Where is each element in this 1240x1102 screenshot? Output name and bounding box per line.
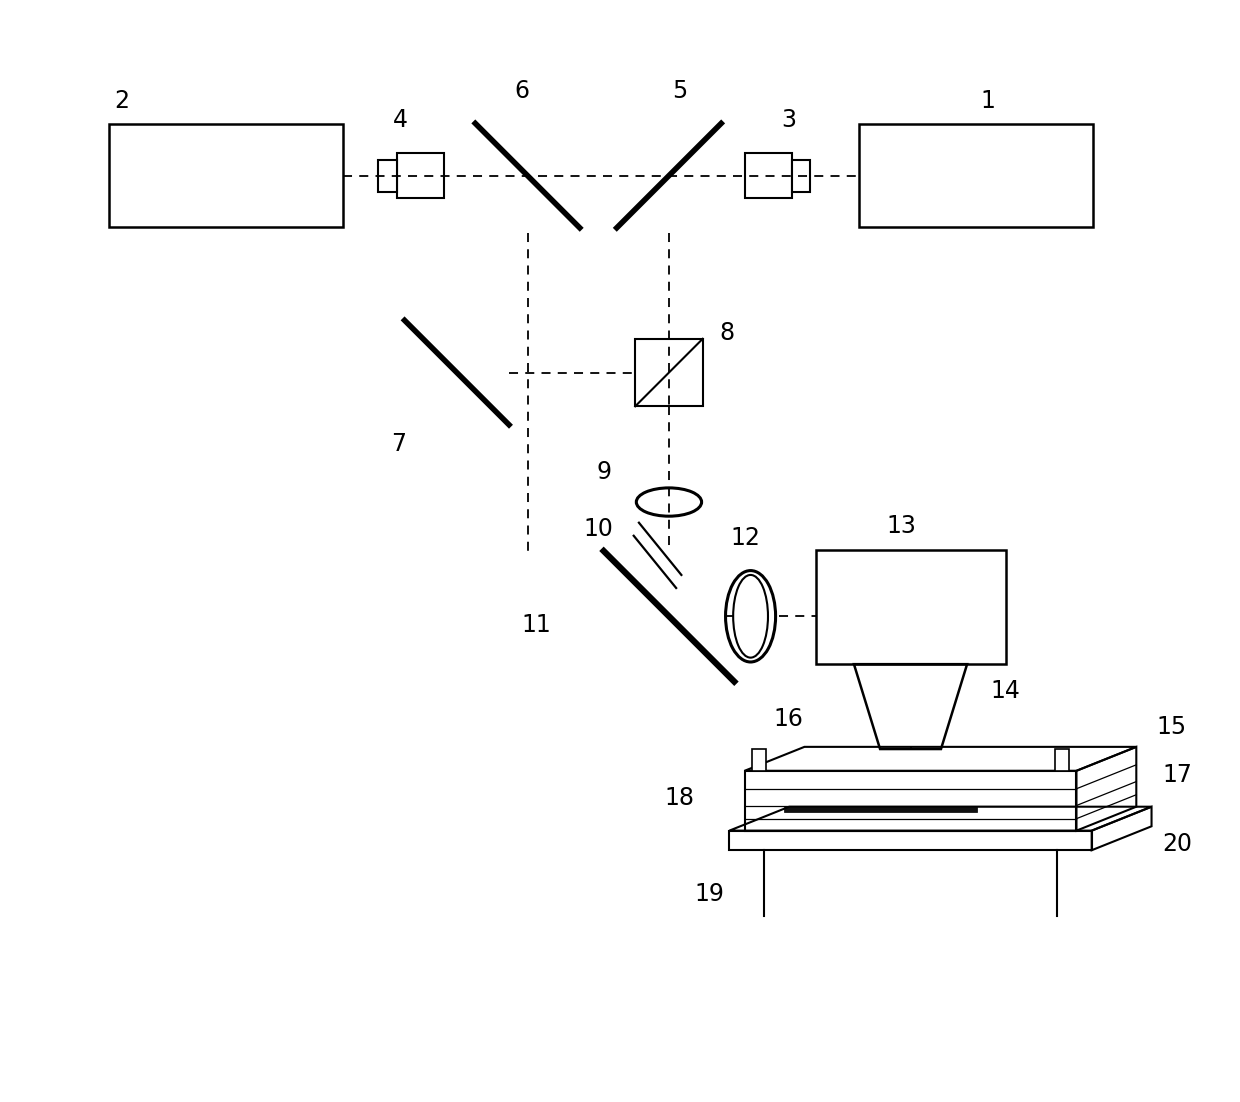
Text: 14: 14 <box>991 679 1021 703</box>
Text: 4: 4 <box>393 108 408 132</box>
FancyBboxPatch shape <box>378 160 397 192</box>
Text: 1: 1 <box>981 88 996 112</box>
FancyBboxPatch shape <box>816 550 1007 665</box>
Text: 10: 10 <box>583 517 613 541</box>
Ellipse shape <box>733 575 768 658</box>
Text: 15: 15 <box>1156 715 1187 739</box>
FancyBboxPatch shape <box>109 125 342 227</box>
Text: 5: 5 <box>672 78 687 102</box>
FancyBboxPatch shape <box>859 125 1094 227</box>
Text: 8: 8 <box>719 322 734 345</box>
Bar <box>785 807 977 812</box>
FancyBboxPatch shape <box>1055 749 1069 770</box>
Text: 6: 6 <box>515 78 529 102</box>
FancyBboxPatch shape <box>792 160 811 192</box>
Text: 16: 16 <box>774 706 804 731</box>
FancyBboxPatch shape <box>397 153 444 198</box>
Text: 12: 12 <box>730 526 760 550</box>
FancyBboxPatch shape <box>753 749 766 770</box>
Text: 9: 9 <box>596 460 611 484</box>
Text: 13: 13 <box>887 514 916 538</box>
Text: 20: 20 <box>1163 832 1193 855</box>
Text: 3: 3 <box>781 108 796 132</box>
FancyBboxPatch shape <box>635 338 703 407</box>
FancyBboxPatch shape <box>745 153 792 198</box>
Text: 18: 18 <box>665 786 694 810</box>
Text: 2: 2 <box>114 88 129 112</box>
Text: 11: 11 <box>521 613 551 637</box>
Text: 7: 7 <box>392 432 407 456</box>
Text: 17: 17 <box>1163 764 1193 787</box>
Text: 19: 19 <box>694 882 724 906</box>
